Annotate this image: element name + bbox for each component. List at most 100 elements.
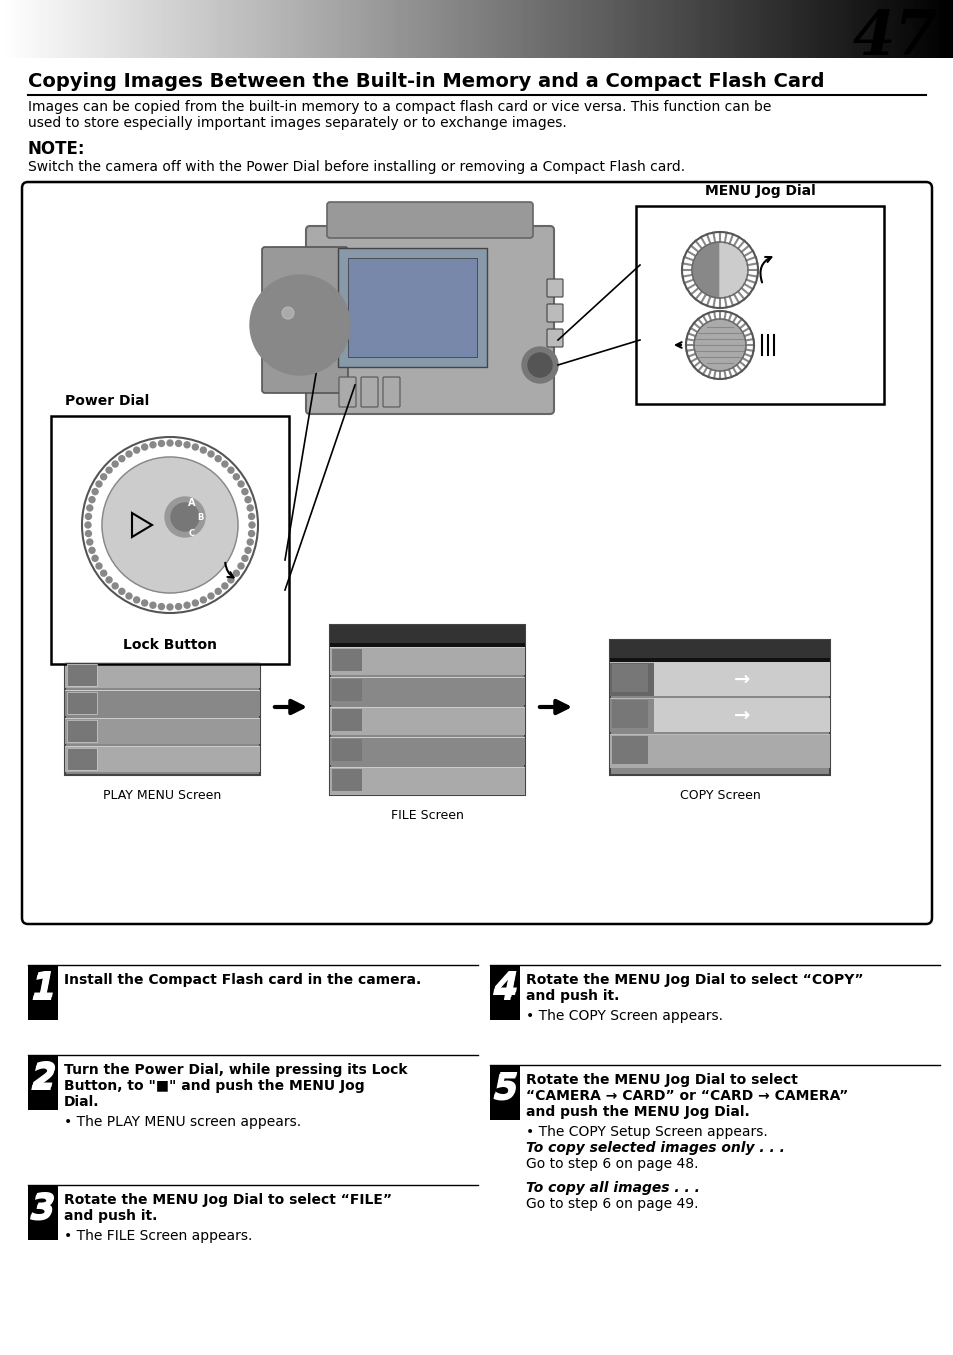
Circle shape — [237, 481, 244, 486]
Text: COPY Screen: COPY Screen — [679, 789, 760, 802]
Bar — [67, 692, 97, 714]
Bar — [609, 663, 829, 696]
Bar — [609, 734, 829, 768]
Circle shape — [119, 588, 125, 595]
Bar — [67, 720, 97, 743]
Text: and push it.: and push it. — [525, 989, 618, 1003]
Bar — [330, 644, 524, 646]
Bar — [65, 640, 260, 659]
Bar — [490, 1065, 519, 1121]
Circle shape — [290, 314, 310, 335]
Circle shape — [222, 461, 228, 467]
Circle shape — [126, 593, 132, 599]
Text: 4: 4 — [493, 970, 518, 1004]
Circle shape — [215, 588, 221, 595]
Text: used to store especially important images separately or to exchange images.: used to store especially important image… — [28, 117, 566, 130]
Circle shape — [126, 451, 132, 457]
Circle shape — [150, 602, 155, 608]
Text: Go to step 6 on page 49.: Go to step 6 on page 49. — [525, 1196, 698, 1211]
Bar — [28, 1056, 58, 1110]
Text: PLAY MENU Screen: PLAY MENU Screen — [103, 789, 221, 802]
Circle shape — [101, 474, 107, 480]
Circle shape — [96, 481, 102, 486]
Bar — [654, 698, 829, 732]
Bar — [609, 640, 829, 775]
FancyBboxPatch shape — [262, 247, 348, 393]
Circle shape — [184, 442, 190, 447]
Circle shape — [250, 275, 350, 375]
FancyBboxPatch shape — [546, 329, 562, 347]
Text: 2: 2 — [30, 1064, 55, 1098]
Circle shape — [141, 600, 148, 606]
Circle shape — [87, 505, 92, 511]
Circle shape — [167, 440, 172, 446]
Bar — [67, 720, 97, 743]
Bar — [612, 736, 647, 764]
Text: 4: 4 — [492, 973, 517, 1007]
Bar — [67, 748, 97, 770]
Text: “CAMERA → CARD” or “CARD → CAMERA”: “CAMERA → CARD” or “CARD → CAMERA” — [525, 1089, 847, 1103]
Circle shape — [527, 354, 552, 377]
Bar — [330, 707, 524, 734]
Circle shape — [86, 531, 91, 537]
Circle shape — [208, 593, 213, 599]
Circle shape — [175, 603, 181, 610]
Text: 5: 5 — [492, 1073, 517, 1107]
Circle shape — [85, 522, 91, 528]
Polygon shape — [691, 243, 720, 298]
FancyBboxPatch shape — [382, 377, 399, 406]
FancyBboxPatch shape — [327, 202, 533, 238]
Bar — [654, 663, 829, 696]
Bar — [332, 709, 361, 730]
Text: 1: 1 — [31, 970, 56, 1004]
Circle shape — [282, 308, 294, 318]
Bar — [609, 640, 829, 659]
Bar — [65, 690, 260, 715]
Circle shape — [106, 577, 112, 583]
Circle shape — [200, 598, 206, 603]
FancyBboxPatch shape — [360, 377, 377, 406]
Circle shape — [245, 547, 251, 553]
Text: To copy all images . . .: To copy all images . . . — [525, 1182, 700, 1195]
Circle shape — [89, 547, 95, 553]
Circle shape — [171, 503, 199, 531]
Text: Rotate the MENU Jog Dial to select “COPY”: Rotate the MENU Jog Dial to select “COPY… — [525, 973, 862, 986]
Bar — [330, 646, 524, 675]
Bar — [65, 747, 260, 772]
Circle shape — [175, 440, 181, 446]
Bar — [490, 965, 519, 1020]
Circle shape — [215, 455, 221, 462]
Text: 1: 1 — [30, 973, 55, 1007]
Bar — [330, 625, 524, 795]
Text: • The COPY Screen appears.: • The COPY Screen appears. — [525, 1009, 722, 1023]
Circle shape — [141, 444, 148, 450]
Circle shape — [167, 604, 172, 610]
FancyBboxPatch shape — [636, 206, 883, 404]
Text: and push the MENU Jog Dial.: and push the MENU Jog Dial. — [525, 1104, 749, 1119]
Circle shape — [521, 347, 558, 383]
Text: Button, to "■" and push the MENU Jog: Button, to "■" and push the MENU Jog — [64, 1079, 364, 1093]
Bar — [612, 664, 647, 692]
Circle shape — [228, 467, 233, 473]
Circle shape — [247, 505, 253, 511]
Bar — [332, 770, 361, 791]
Text: Install the Compact Flash card in the camera.: Install the Compact Flash card in the ca… — [64, 973, 421, 986]
Bar — [67, 748, 97, 770]
Circle shape — [228, 577, 233, 583]
Circle shape — [184, 602, 190, 608]
Circle shape — [92, 556, 98, 561]
Circle shape — [92, 489, 98, 495]
Circle shape — [249, 522, 254, 528]
FancyBboxPatch shape — [337, 248, 486, 367]
Text: and push it.: and push it. — [64, 1209, 157, 1224]
Bar — [348, 257, 476, 356]
Circle shape — [242, 556, 248, 561]
Text: 3: 3 — [31, 1190, 56, 1224]
Circle shape — [249, 531, 254, 537]
Text: Turn the Power Dial, while pressing its Lock: Turn the Power Dial, while pressing its … — [64, 1064, 407, 1077]
Circle shape — [89, 497, 95, 503]
Text: Copying Images Between the Built-in Memory and a Compact Flash Card: Copying Images Between the Built-in Memo… — [28, 72, 823, 91]
Circle shape — [247, 539, 253, 545]
Bar — [609, 659, 829, 663]
Bar — [67, 664, 97, 686]
